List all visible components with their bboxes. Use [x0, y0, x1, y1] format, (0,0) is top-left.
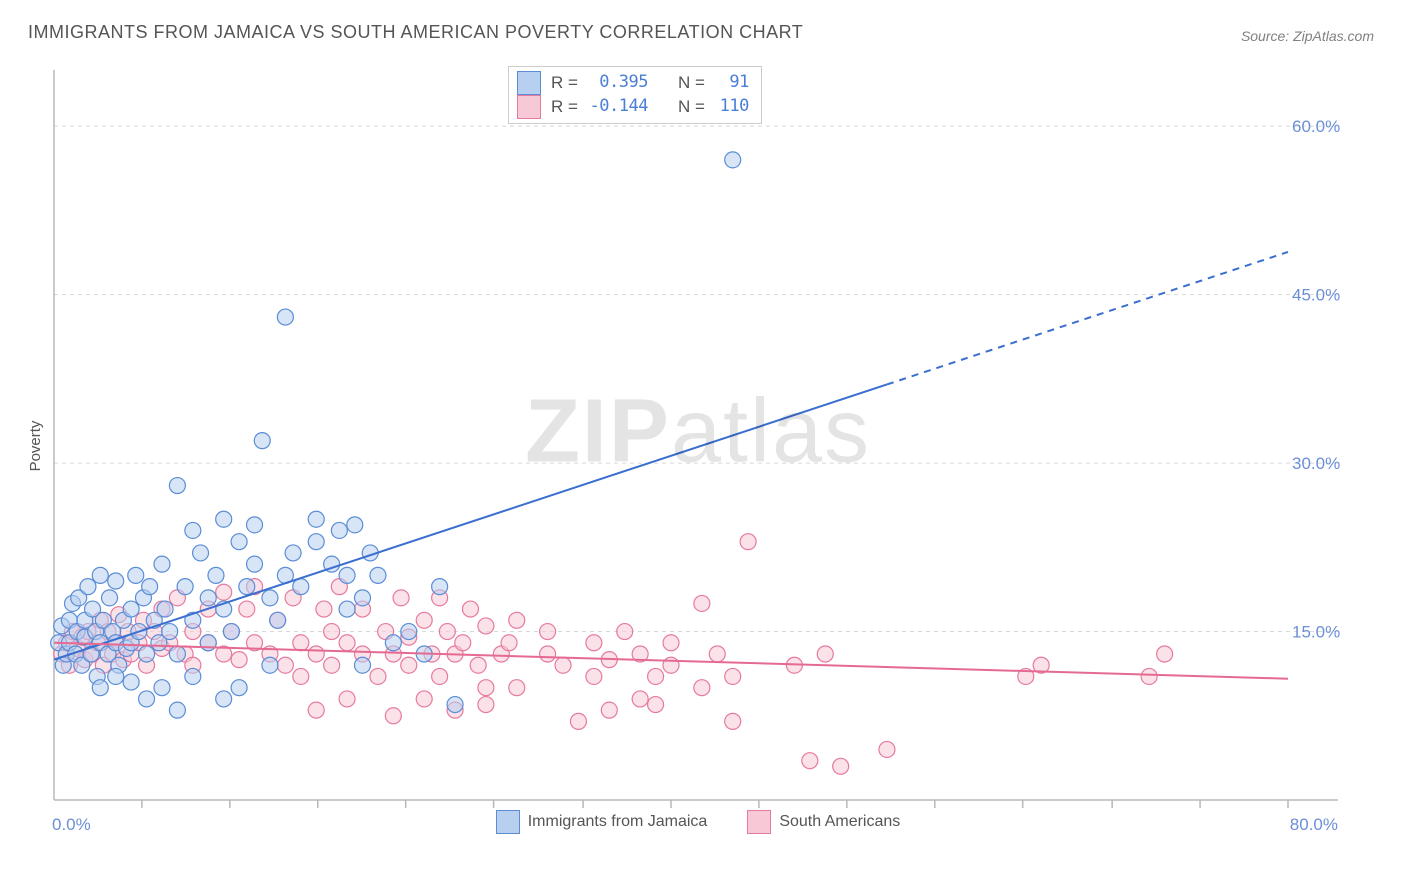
stat-label-n: N = [678, 71, 705, 95]
series-legend: Immigrants from Jamaica South Americans [48, 810, 1348, 834]
stat-value-r: 0.395 [588, 71, 648, 95]
stats-row: R = -0.144 N = 110 [517, 95, 749, 119]
swatch-icon [747, 810, 771, 834]
source-attribution: Source: ZipAtlas.com [1241, 28, 1374, 44]
scatter-chart: 15.0%30.0%45.0%60.0%0.0%80.0% [48, 62, 1348, 832]
stat-label-r: R = [551, 71, 578, 95]
y-axis-label: Poverty [27, 421, 44, 472]
swatch-icon [496, 810, 520, 834]
legend-label: South Americans [779, 813, 900, 831]
stats-legend: R = 0.395 N = 91 R = -0.144 N = 110 [508, 66, 762, 124]
svg-text:30.0%: 30.0% [1292, 454, 1340, 473]
legend-label: Immigrants from Jamaica [528, 813, 708, 831]
stat-value-n: 110 [715, 95, 749, 119]
stat-value-n: 91 [715, 71, 749, 95]
swatch-icon [517, 95, 541, 119]
stat-label-r: R = [551, 95, 578, 119]
chart-container: 15.0%30.0%45.0%60.0%0.0%80.0% ZIPatlas R… [48, 62, 1348, 832]
stat-value-r: -0.144 [588, 95, 648, 119]
stats-row: R = 0.395 N = 91 [517, 71, 749, 95]
swatch-icon [517, 71, 541, 95]
legend-item: South Americans [747, 810, 900, 834]
stat-label-n: N = [678, 95, 705, 119]
svg-text:15.0%: 15.0% [1292, 623, 1340, 642]
legend-item: Immigrants from Jamaica [496, 810, 708, 834]
svg-text:60.0%: 60.0% [1292, 117, 1340, 136]
chart-title: IMMIGRANTS FROM JAMAICA VS SOUTH AMERICA… [28, 22, 803, 43]
svg-text:45.0%: 45.0% [1292, 286, 1340, 305]
